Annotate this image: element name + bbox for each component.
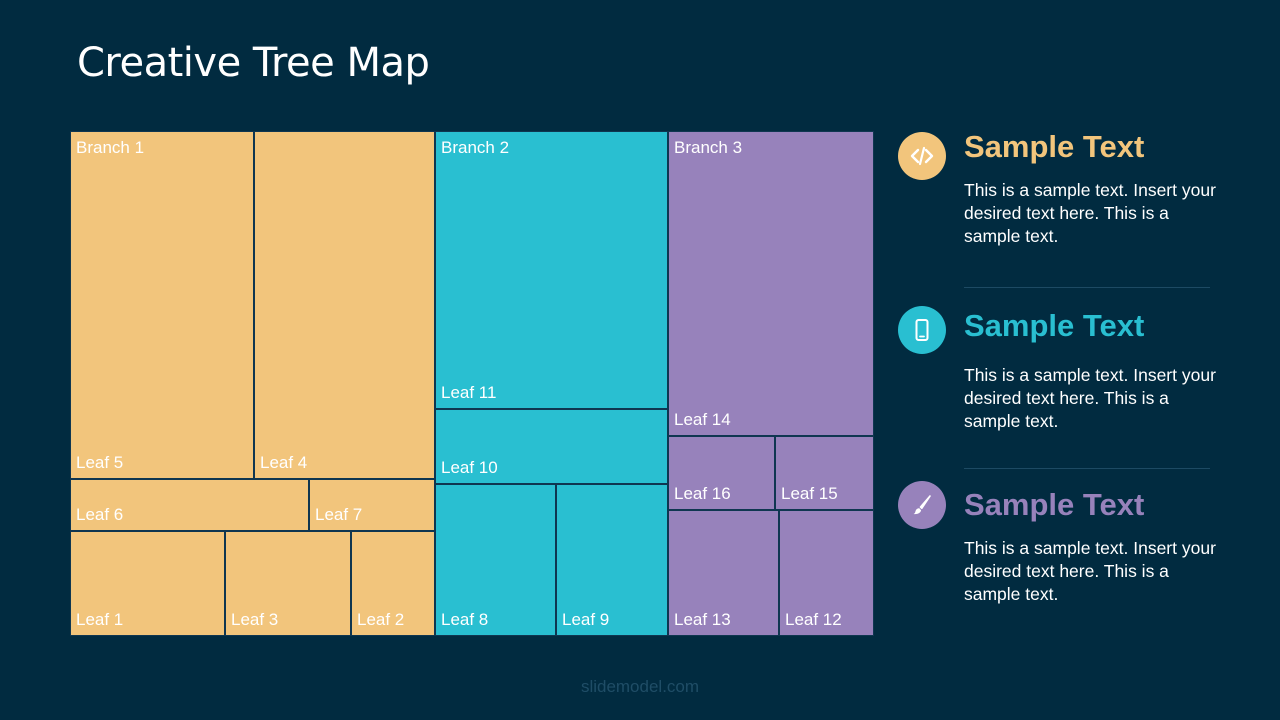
leaf-label: Leaf 14 bbox=[674, 410, 731, 429]
slide-title: Creative Tree Map bbox=[77, 40, 430, 86]
sidebar-heading: Sample Text bbox=[964, 487, 1145, 522]
tile-leaf-12[interactable]: Leaf 12 bbox=[779, 510, 874, 636]
tile-leaf-4[interactable]: Leaf 4 bbox=[254, 131, 435, 479]
branch-1-label: Branch 1 bbox=[76, 138, 145, 157]
tile-leaf-1[interactable]: Leaf 1 bbox=[70, 531, 225, 636]
leaf-label: Leaf 11 bbox=[441, 383, 497, 402]
tile-leaf-10[interactable]: Leaf 10 bbox=[435, 409, 668, 484]
leaf-label: Leaf 6 bbox=[76, 505, 124, 524]
footer-watermark: slidemodel.com bbox=[580, 677, 700, 696]
tile-leaf-2[interactable]: Leaf 2 bbox=[351, 531, 435, 636]
treemap: Leaf 5 Leaf 4 Leaf 6 Leaf 7 Leaf 1 Leaf … bbox=[70, 131, 874, 636]
tile-leaf-14[interactable]: Leaf 14 bbox=[668, 131, 874, 436]
tile-leaf-9[interactable]: Leaf 9 bbox=[556, 484, 668, 636]
leaf-label: Leaf 10 bbox=[441, 458, 498, 477]
tile-leaf-6[interactable]: Leaf 6 bbox=[70, 479, 309, 531]
sidebar-body: This is a sample text. Insert your desir… bbox=[964, 180, 1216, 246]
leaf-label: Leaf 5 bbox=[76, 453, 124, 472]
sidebar-heading: Sample Text bbox=[964, 308, 1145, 343]
leaf-label: Leaf 8 bbox=[441, 610, 489, 629]
sidebar-body: This is a sample text. Insert your desir… bbox=[964, 365, 1216, 431]
divider bbox=[964, 287, 1210, 288]
branch-2-label: Branch 2 bbox=[441, 138, 510, 157]
leaf-label: Leaf 4 bbox=[260, 453, 308, 472]
leaf-label: Leaf 12 bbox=[785, 610, 842, 629]
tile-leaf-16[interactable]: Leaf 16 bbox=[668, 436, 775, 510]
leaf-label: Leaf 13 bbox=[674, 610, 731, 629]
sidebar-body: This is a sample text. Insert your desir… bbox=[964, 538, 1216, 604]
tile-leaf-8[interactable]: Leaf 8 bbox=[435, 484, 556, 636]
tile-leaf-5[interactable]: Leaf 5 bbox=[70, 131, 254, 479]
branch-3-label: Branch 3 bbox=[674, 138, 743, 157]
tile-leaf-11[interactable]: Leaf 11 bbox=[435, 131, 668, 409]
leaf-label: Leaf 9 bbox=[562, 610, 610, 629]
tile-leaf-3[interactable]: Leaf 3 bbox=[225, 531, 351, 636]
tile-leaf-13[interactable]: Leaf 13 bbox=[668, 510, 779, 636]
leaf-label: Leaf 1 bbox=[76, 610, 124, 629]
paintbrush-icon bbox=[898, 481, 946, 529]
leaf-label: Leaf 16 bbox=[674, 484, 731, 503]
leaf-label: Leaf 2 bbox=[357, 610, 405, 629]
mobile-phone-icon bbox=[898, 306, 946, 354]
sidebar-heading: Sample Text bbox=[964, 129, 1145, 164]
leaf-label: Leaf 7 bbox=[315, 505, 363, 524]
tile-leaf-7[interactable]: Leaf 7 bbox=[309, 479, 435, 531]
leaf-label: Leaf 15 bbox=[781, 484, 838, 503]
divider bbox=[964, 468, 1210, 469]
leaf-label: Leaf 3 bbox=[231, 610, 279, 629]
code-icon bbox=[898, 132, 946, 180]
tile-leaf-15[interactable]: Leaf 15 bbox=[775, 436, 874, 510]
